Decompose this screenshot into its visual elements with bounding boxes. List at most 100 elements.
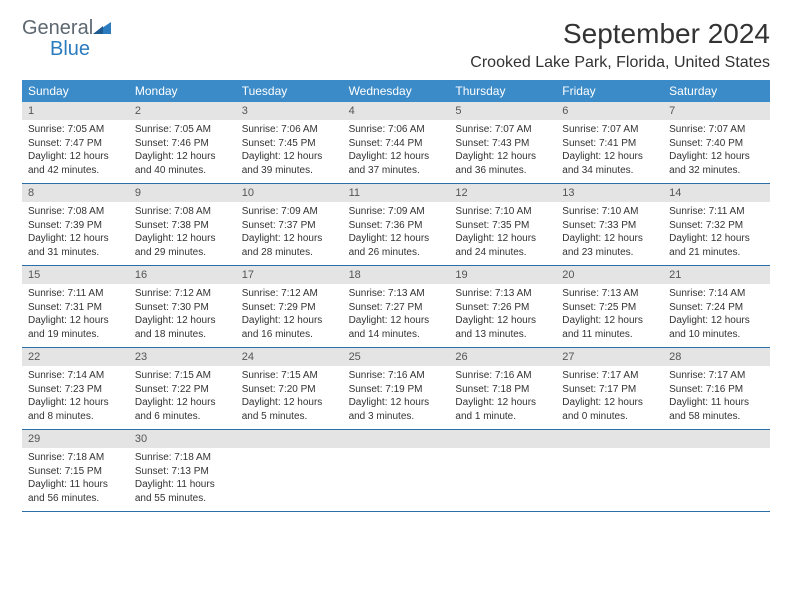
sunrise-text: Sunrise: 7:06 AM — [242, 123, 337, 137]
day-content: Sunrise: 7:15 AM Sunset: 7:20 PM Dayligh… — [236, 366, 343, 429]
weekday-thursday: Thursday — [449, 80, 556, 102]
day-number: 10 — [236, 184, 343, 202]
month-title: September 2024 — [470, 18, 770, 50]
daylight-text: Daylight: 12 hours and 6 minutes. — [135, 396, 230, 423]
daylight-text: Daylight: 12 hours and 28 minutes. — [242, 232, 337, 259]
week-row: 29 Sunrise: 7:18 AM Sunset: 7:15 PM Dayl… — [22, 430, 770, 512]
day-content: Sunrise: 7:16 AM Sunset: 7:19 PM Dayligh… — [343, 366, 450, 429]
day-content: Sunrise: 7:12 AM Sunset: 7:29 PM Dayligh… — [236, 284, 343, 347]
sunset-text: Sunset: 7:24 PM — [669, 301, 764, 315]
day-number: 20 — [556, 266, 663, 284]
sunset-text: Sunset: 7:15 PM — [28, 465, 123, 479]
week-row: 1 Sunrise: 7:05 AM Sunset: 7:47 PM Dayli… — [22, 102, 770, 184]
day-content: Sunrise: 7:07 AM Sunset: 7:43 PM Dayligh… — [449, 120, 556, 183]
daylight-text: Daylight: 12 hours and 40 minutes. — [135, 150, 230, 177]
daylight-text: Daylight: 12 hours and 1 minute. — [455, 396, 550, 423]
day-number: 2 — [129, 102, 236, 120]
sunset-text: Sunset: 7:31 PM — [28, 301, 123, 315]
daylight-text: Daylight: 12 hours and 21 minutes. — [669, 232, 764, 259]
day-content: Sunrise: 7:05 AM Sunset: 7:47 PM Dayligh… — [22, 120, 129, 183]
sunrise-text: Sunrise: 7:12 AM — [242, 287, 337, 301]
day-content: Sunrise: 7:18 AM Sunset: 7:15 PM Dayligh… — [22, 448, 129, 511]
sunrise-text: Sunrise: 7:15 AM — [135, 369, 230, 383]
day-content: Sunrise: 7:13 AM Sunset: 7:26 PM Dayligh… — [449, 284, 556, 347]
sunrise-text: Sunrise: 7:11 AM — [669, 205, 764, 219]
title-block: September 2024 Crooked Lake Park, Florid… — [470, 18, 770, 72]
weekday-header-row: Sunday Monday Tuesday Wednesday Thursday… — [22, 80, 770, 102]
day-cell: 15 Sunrise: 7:11 AM Sunset: 7:31 PM Dayl… — [22, 266, 129, 347]
sunrise-text: Sunrise: 7:14 AM — [28, 369, 123, 383]
day-content: Sunrise: 7:13 AM Sunset: 7:27 PM Dayligh… — [343, 284, 450, 347]
day-cell: 26 Sunrise: 7:16 AM Sunset: 7:18 PM Dayl… — [449, 348, 556, 429]
day-number: 18 — [343, 266, 450, 284]
day-cell: 5 Sunrise: 7:07 AM Sunset: 7:43 PM Dayli… — [449, 102, 556, 183]
day-cell: 18 Sunrise: 7:13 AM Sunset: 7:27 PM Dayl… — [343, 266, 450, 347]
day-number: 13 — [556, 184, 663, 202]
logo-word-general: General — [22, 17, 93, 39]
weekday-sunday: Sunday — [22, 80, 129, 102]
sunrise-text: Sunrise: 7:14 AM — [669, 287, 764, 301]
daylight-text: Daylight: 12 hours and 5 minutes. — [242, 396, 337, 423]
sunrise-text: Sunrise: 7:06 AM — [349, 123, 444, 137]
day-number: 25 — [343, 348, 450, 366]
sunset-text: Sunset: 7:38 PM — [135, 219, 230, 233]
day-cell: 20 Sunrise: 7:13 AM Sunset: 7:25 PM Dayl… — [556, 266, 663, 347]
day-number: 26 — [449, 348, 556, 366]
location-text: Crooked Lake Park, Florida, United State… — [470, 54, 770, 72]
day-cell: 28 Sunrise: 7:17 AM Sunset: 7:16 PM Dayl… — [663, 348, 770, 429]
day-number: 8 — [22, 184, 129, 202]
day-number: 1 — [22, 102, 129, 120]
weekday-tuesday: Tuesday — [236, 80, 343, 102]
day-number-empty — [343, 430, 450, 448]
daylight-text: Daylight: 12 hours and 29 minutes. — [135, 232, 230, 259]
daylight-text: Daylight: 12 hours and 8 minutes. — [28, 396, 123, 423]
day-content: Sunrise: 7:12 AM Sunset: 7:30 PM Dayligh… — [129, 284, 236, 347]
sunrise-text: Sunrise: 7:09 AM — [349, 205, 444, 219]
day-cell: 30 Sunrise: 7:18 AM Sunset: 7:13 PM Dayl… — [129, 430, 236, 511]
sunrise-text: Sunrise: 7:07 AM — [562, 123, 657, 137]
day-cell: 4 Sunrise: 7:06 AM Sunset: 7:44 PM Dayli… — [343, 102, 450, 183]
sunrise-text: Sunrise: 7:13 AM — [455, 287, 550, 301]
day-cell: 1 Sunrise: 7:05 AM Sunset: 7:47 PM Dayli… — [22, 102, 129, 183]
day-number: 28 — [663, 348, 770, 366]
sunset-text: Sunset: 7:23 PM — [28, 383, 123, 397]
sunset-text: Sunset: 7:30 PM — [135, 301, 230, 315]
daylight-text: Daylight: 11 hours and 58 minutes. — [669, 396, 764, 423]
sunrise-text: Sunrise: 7:17 AM — [562, 369, 657, 383]
calendar-grid: Sunday Monday Tuesday Wednesday Thursday… — [22, 80, 770, 512]
sunset-text: Sunset: 7:13 PM — [135, 465, 230, 479]
day-number: 27 — [556, 348, 663, 366]
logo-word-blue: Blue — [50, 38, 90, 60]
day-cell: 6 Sunrise: 7:07 AM Sunset: 7:41 PM Dayli… — [556, 102, 663, 183]
day-cell: 14 Sunrise: 7:11 AM Sunset: 7:32 PM Dayl… — [663, 184, 770, 265]
weekday-monday: Monday — [129, 80, 236, 102]
day-content: Sunrise: 7:07 AM Sunset: 7:41 PM Dayligh… — [556, 120, 663, 183]
sunset-text: Sunset: 7:17 PM — [562, 383, 657, 397]
daylight-text: Daylight: 12 hours and 11 minutes. — [562, 314, 657, 341]
day-number-empty — [449, 430, 556, 448]
week-row: 15 Sunrise: 7:11 AM Sunset: 7:31 PM Dayl… — [22, 266, 770, 348]
day-number-empty — [236, 430, 343, 448]
sunrise-text: Sunrise: 7:08 AM — [28, 205, 123, 219]
daylight-text: Daylight: 12 hours and 0 minutes. — [562, 396, 657, 423]
day-number: 5 — [449, 102, 556, 120]
weekday-saturday: Saturday — [663, 80, 770, 102]
daylight-text: Daylight: 12 hours and 32 minutes. — [669, 150, 764, 177]
daylight-text: Daylight: 12 hours and 13 minutes. — [455, 314, 550, 341]
day-cell: 8 Sunrise: 7:08 AM Sunset: 7:39 PM Dayli… — [22, 184, 129, 265]
day-cell: 22 Sunrise: 7:14 AM Sunset: 7:23 PM Dayl… — [22, 348, 129, 429]
weekday-friday: Friday — [556, 80, 663, 102]
sunset-text: Sunset: 7:41 PM — [562, 137, 657, 151]
day-cell: 21 Sunrise: 7:14 AM Sunset: 7:24 PM Dayl… — [663, 266, 770, 347]
day-number: 22 — [22, 348, 129, 366]
empty-day-cell — [556, 430, 663, 511]
brand-logo: General Blue — [22, 18, 111, 60]
empty-day-cell — [663, 430, 770, 511]
weekday-wednesday: Wednesday — [343, 80, 450, 102]
sunset-text: Sunset: 7:46 PM — [135, 137, 230, 151]
sunrise-text: Sunrise: 7:18 AM — [28, 451, 123, 465]
day-cell: 2 Sunrise: 7:05 AM Sunset: 7:46 PM Dayli… — [129, 102, 236, 183]
day-cell: 12 Sunrise: 7:10 AM Sunset: 7:35 PM Dayl… — [449, 184, 556, 265]
daylight-text: Daylight: 12 hours and 19 minutes. — [28, 314, 123, 341]
sunset-text: Sunset: 7:39 PM — [28, 219, 123, 233]
